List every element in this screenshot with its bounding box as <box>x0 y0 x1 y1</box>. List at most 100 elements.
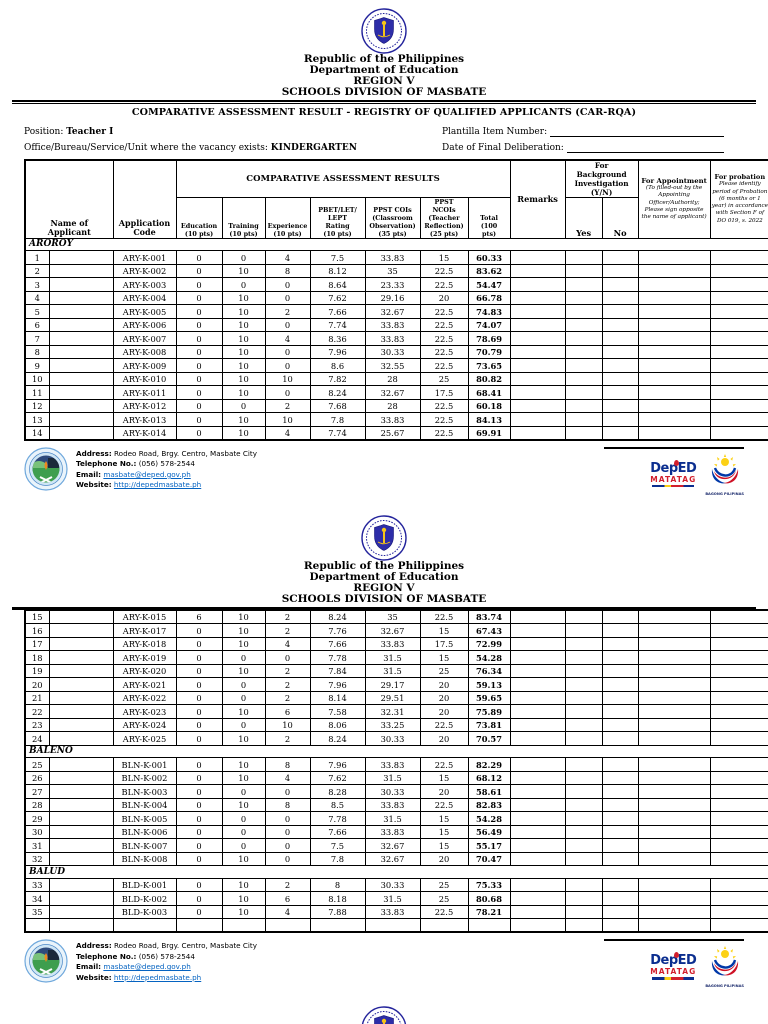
appointment-cell <box>637 344 711 360</box>
ppst-ncois-cell: 22.5 <box>419 904 469 920</box>
training-cell: 10 <box>221 304 266 319</box>
row-number-cell: 17 <box>24 636 50 652</box>
website-link[interactable]: http://depedmasbate.ph <box>113 972 202 982</box>
page-footer: Address: Rodeo Road, Brgy. Centro, Masba… <box>24 446 744 496</box>
bg-yes-cell <box>564 770 603 786</box>
appointment-cell <box>637 784 711 799</box>
pbet-rating-cell <box>309 918 366 933</box>
table-row: 6 ARY-K-006 0 10 0 7.74 33.83 22.5 74.07 <box>24 317 768 333</box>
applicant-name-cell <box>48 425 114 441</box>
application-code-cell: BLN-K-003 <box>112 784 177 799</box>
page-2: Republic of the Philippines Department o… <box>0 507 768 988</box>
experience-cell: 4 <box>264 250 311 265</box>
document-title: COMPARATIVE ASSESSMENT RESULT - REGISTRY… <box>131 106 637 118</box>
remarks-cell <box>509 385 566 400</box>
total-cell: 55.17 <box>467 838 511 853</box>
email-link[interactable]: masbate@deped.gov.ph <box>103 469 191 479</box>
email-link[interactable]: masbate@deped.gov.ph <box>103 962 191 972</box>
application-code-cell: BLD-K-003 <box>112 904 177 920</box>
total-cell: 54.47 <box>467 277 511 292</box>
probation-cell <box>709 412 768 427</box>
probation-cell <box>709 317 768 333</box>
probation-cell <box>709 290 768 306</box>
ppst-ncois-cell: 15 <box>419 770 469 786</box>
total-cell: 83.74 <box>467 609 511 625</box>
applicant-name-cell <box>48 358 114 373</box>
ppst-ncois-cell: 25 <box>419 891 469 906</box>
application-code-cell: ARY-K-018 <box>112 636 177 652</box>
row-number-cell: 35 <box>24 904 50 920</box>
ppst-cois-cell: 32.67 <box>364 851 421 867</box>
remarks-cell <box>509 690 566 706</box>
office-field: Office/Bureau/Service/Unit where the vac… <box>24 143 442 153</box>
table-row: 19 ARY-K-020 0 10 2 7.84 31.5 25 76.34 <box>24 663 768 679</box>
bg-yes-cell <box>564 398 603 414</box>
ppst-ncois-cell <box>419 918 469 933</box>
appointment-cell <box>637 277 711 292</box>
ppst-ncois-cell: 22.5 <box>419 797 469 813</box>
total-cell: 60.18 <box>467 398 511 414</box>
applicant-name-cell <box>48 623 114 638</box>
ppst-ncois-cell: 20 <box>419 851 469 867</box>
total-cell: 75.89 <box>467 704 511 719</box>
email-line: Email: masbate@deped.gov.ph <box>76 469 191 479</box>
training-cell: 0 <box>221 650 266 665</box>
results-table-header: Name of Applicant Application Code COMPA… <box>24 159 768 239</box>
website-link[interactable]: http://depedmasbate.ph <box>113 480 202 490</box>
row-number-cell: 30 <box>24 824 50 840</box>
ppst-cois-cell: 28 <box>364 371 421 387</box>
ppst-ncois-cell: 22.5 <box>419 277 469 292</box>
remarks-cell <box>509 609 566 625</box>
remarks-cell <box>509 304 566 319</box>
bg-no-cell <box>601 636 639 652</box>
education-cell: 0 <box>175 811 223 826</box>
bg-no-cell <box>601 623 639 638</box>
total-cell: 74.83 <box>467 304 511 319</box>
application-code-cell: BLN-K-001 <box>112 757 177 772</box>
experience-cell: 0 <box>264 385 311 400</box>
row-number-cell: 24 <box>24 731 50 746</box>
remarks-cell <box>509 636 566 652</box>
pbet-rating-cell: 8.64 <box>309 277 366 292</box>
probation-cell <box>709 797 768 813</box>
probation-cell <box>709 358 768 373</box>
training-cell: 10 <box>221 851 266 867</box>
deped-flame-icon <box>674 459 680 466</box>
ppst-cois-cell: 33.83 <box>364 250 421 265</box>
ppst-cois-cell: 30.33 <box>364 731 421 746</box>
table-row: 1 ARY-K-001 0 0 4 7.5 33.83 15 60.33 <box>24 250 768 265</box>
bg-yes-cell <box>564 677 603 692</box>
ppst-cois-cell <box>364 918 421 933</box>
application-code-cell: ARY-K-002 <box>112 263 177 279</box>
experience-cell: 6 <box>264 891 311 906</box>
remarks-cell <box>509 784 566 799</box>
application-code-cell: ARY-K-005 <box>112 304 177 319</box>
probation-cell <box>709 690 768 706</box>
applicant-name-cell <box>48 757 114 772</box>
table-row: 21 ARY-K-022 0 0 2 8.14 29.51 20 59.65 <box>24 690 768 706</box>
email-line: Email: masbate@deped.gov.ph <box>76 962 191 972</box>
education-cell: 0 <box>175 784 223 799</box>
applicant-name-cell <box>48 770 114 786</box>
address-line: Address: Rodeo Road, Brgy. Centro, Masba… <box>76 941 257 951</box>
ppst-ncois-cell: 22.5 <box>419 425 469 441</box>
bg-no-cell <box>601 304 639 319</box>
education-cell: 0 <box>175 358 223 373</box>
remarks-cell <box>509 904 566 920</box>
deped-seal-icon <box>361 1006 407 1024</box>
bagong-pilipinas-icon <box>711 453 738 484</box>
probation-cell <box>709 731 768 746</box>
education-cell <box>175 918 223 933</box>
bg-no-cell <box>601 731 639 746</box>
appointment-cell <box>637 663 711 679</box>
education-cell: 0 <box>175 690 223 706</box>
ppst-cois-cell: 35 <box>364 263 421 279</box>
pbet-rating-cell: 7.76 <box>309 623 366 638</box>
applicant-name-cell <box>48 317 114 333</box>
website-line: Website: http://depedmasbate.ph <box>76 972 202 982</box>
remarks-cell <box>509 358 566 373</box>
ppst-ncois-cell: 22.5 <box>419 609 469 625</box>
republic-line: Republic of the Philippines <box>303 53 465 65</box>
plantilla-label: Plantilla Item Number: <box>442 126 548 137</box>
applicant-name-cell <box>48 904 114 920</box>
